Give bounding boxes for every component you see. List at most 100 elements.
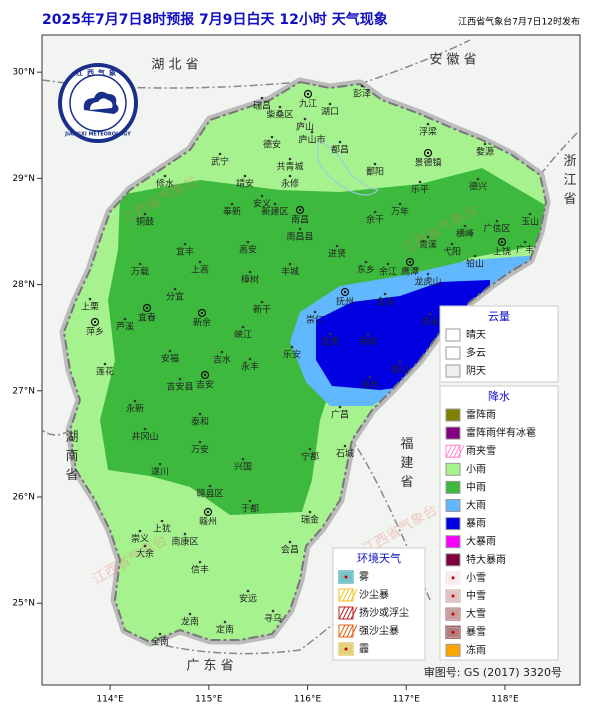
city-marker — [183, 242, 187, 246]
province-border — [351, 439, 431, 601]
city-label: 南城 — [359, 336, 377, 348]
city-label: 彭泽 — [353, 88, 371, 100]
legend-label: 雾 — [359, 571, 369, 583]
city-marker — [423, 148, 433, 158]
city-marker — [386, 262, 390, 266]
logo-cn: 江西气象 — [76, 68, 120, 77]
city-label: 九江 — [299, 99, 317, 110]
city-marker — [338, 140, 342, 144]
city-label: 横峰 — [456, 228, 474, 240]
city-marker — [500, 240, 504, 244]
city-label: 靖安 — [236, 178, 254, 190]
city-label: 于都 — [241, 504, 259, 515]
city-label: 乐安 — [283, 349, 301, 361]
city-label: 遂川 — [151, 466, 169, 478]
city-marker — [476, 177, 480, 181]
city-marker — [243, 174, 247, 178]
city-marker — [145, 306, 149, 310]
city-marker — [143, 427, 147, 431]
city-marker — [426, 122, 430, 126]
logo-en: JIANGXI METEOROLOGY — [64, 132, 131, 138]
province-label: 湖 北 省 — [151, 58, 198, 73]
city-label: 永新 — [126, 403, 144, 415]
city-label: 峡江 — [234, 329, 252, 341]
legend-dot — [451, 630, 455, 634]
city-marker — [383, 292, 387, 296]
city-marker — [428, 312, 432, 316]
city-label: 吉安县 — [166, 381, 193, 393]
city-label: 湖口 — [321, 107, 339, 118]
city-label: 丰城 — [281, 266, 299, 278]
legend-title: 环境天气 — [357, 551, 401, 565]
legend-label: 阴天 — [466, 365, 486, 377]
legend-swatch — [445, 328, 461, 342]
city-label: 吉水 — [213, 354, 231, 366]
city-label: 萍乡 — [86, 327, 104, 338]
legend-label: 暴雪 — [466, 626, 486, 638]
legend-label: 大雨 — [466, 499, 486, 512]
city-marker — [142, 303, 152, 313]
poyang-lake — [317, 139, 379, 196]
city-label: 宜黄 — [321, 336, 339, 348]
city-label: 大余 — [136, 548, 154, 560]
city-label: 贵溪 — [419, 239, 437, 251]
city-label: 信丰 — [191, 564, 209, 576]
y-tick-label: 28°N — [12, 280, 35, 290]
city-label: 上高 — [191, 264, 209, 276]
city-marker — [260, 194, 264, 198]
legend-label: 雷阵雨 — [466, 408, 496, 421]
city-marker — [298, 227, 302, 231]
city-label: 分宜 — [166, 291, 184, 303]
city-label: 泰和 — [191, 416, 209, 428]
city-marker — [310, 130, 314, 134]
city-marker — [248, 357, 252, 361]
city-label: 会昌 — [281, 544, 299, 556]
legend-hatch — [346, 588, 354, 602]
city-marker — [200, 311, 204, 315]
city-label: 庐山市 — [298, 134, 325, 146]
city-marker — [248, 499, 252, 503]
legend-label: 强沙尘暴 — [359, 625, 399, 637]
legend-label: 中雨 — [466, 480, 486, 493]
city-label: 资溪 — [421, 316, 439, 328]
y-tick-label: 25°N — [12, 599, 35, 609]
legend-swatch — [445, 462, 461, 476]
legend-title: 降水 — [488, 389, 510, 403]
city-marker — [270, 135, 274, 139]
city-marker — [343, 290, 347, 294]
city-label: 赣县区 — [196, 488, 223, 500]
city-marker — [373, 162, 377, 166]
logo: 江西气象 JIANGXI METEOROLOGY — [58, 63, 138, 143]
city-label: 武宁 — [211, 156, 229, 168]
city-marker — [183, 532, 187, 536]
legend-swatch — [445, 364, 461, 378]
x-tick-label: 118°E — [491, 695, 519, 705]
city-marker — [295, 205, 305, 215]
map-title: 2025年7月7日8时预报 7月9日白天 12小时 天气现象 — [42, 11, 388, 28]
legend-label: 大暴雨 — [466, 535, 496, 548]
city-label: 全南 — [151, 636, 169, 648]
legend-hatch — [457, 444, 465, 458]
city-marker — [450, 242, 454, 246]
city-marker — [343, 444, 347, 448]
legend-hatch — [350, 624, 358, 638]
city-marker — [158, 632, 162, 636]
city-label: 井冈山 — [131, 431, 158, 443]
city-marker — [138, 262, 142, 266]
legend-label: 大雪 — [466, 607, 486, 620]
legend: 云量晴天多云阴天降水雷阵雨雷阵雨伴有冰雹雨夹雪小雨中雨大雨暴雨大暴雨特大暴雨小雪… — [332, 305, 559, 661]
city-label: 余干 — [366, 214, 384, 226]
city-marker — [246, 240, 250, 244]
city-marker — [208, 484, 212, 488]
city-label: 崇仁 — [306, 314, 324, 326]
city-marker — [93, 320, 97, 324]
city-label: 新余 — [193, 317, 211, 329]
legend-swatch — [445, 553, 461, 567]
legend-label: 沙尘暴 — [359, 589, 389, 601]
city-label: 婺源 — [476, 147, 494, 158]
legend-hatch — [338, 606, 346, 620]
city-marker — [241, 325, 245, 329]
legend-swatch — [445, 643, 461, 657]
city-label: 抚州 — [336, 296, 354, 308]
